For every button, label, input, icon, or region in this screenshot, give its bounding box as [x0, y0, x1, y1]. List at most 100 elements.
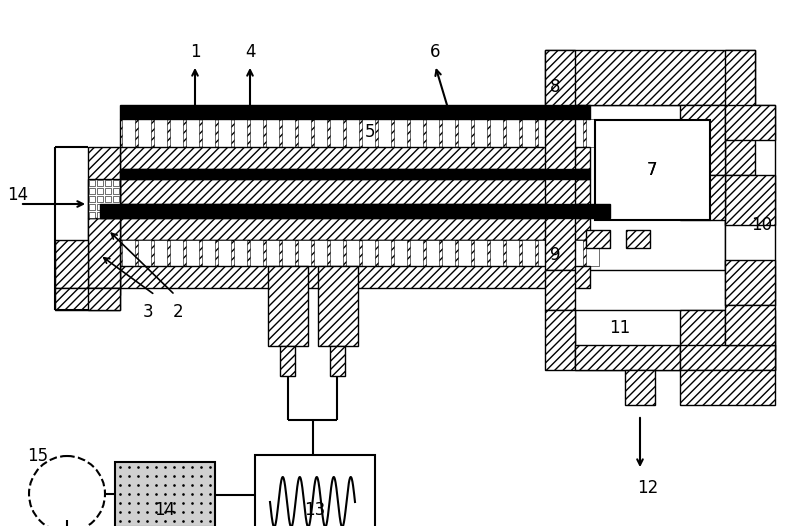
Bar: [625, 370, 655, 405]
Bar: [88, 147, 120, 295]
Bar: [426, 240, 439, 266]
Bar: [97, 204, 103, 210]
Bar: [89, 180, 95, 186]
Bar: [97, 212, 103, 218]
Bar: [394, 119, 407, 147]
Bar: [626, 230, 650, 248]
Bar: [474, 119, 487, 147]
Bar: [318, 266, 358, 346]
Bar: [170, 240, 183, 266]
Bar: [575, 105, 725, 270]
Bar: [154, 240, 167, 266]
Bar: [725, 105, 775, 305]
Bar: [680, 310, 725, 370]
Bar: [725, 175, 775, 225]
Bar: [113, 212, 119, 218]
Bar: [186, 119, 199, 147]
Bar: [120, 266, 590, 288]
Bar: [570, 240, 583, 266]
Bar: [120, 169, 590, 179]
Bar: [105, 180, 111, 186]
Bar: [250, 119, 263, 147]
Bar: [55, 288, 120, 310]
Text: 3: 3: [142, 303, 154, 321]
Bar: [680, 175, 725, 220]
Bar: [394, 240, 407, 266]
Bar: [138, 240, 151, 266]
Bar: [202, 119, 215, 147]
Bar: [122, 240, 135, 266]
Bar: [426, 119, 439, 147]
Bar: [362, 240, 375, 266]
Bar: [725, 50, 755, 175]
Bar: [105, 212, 111, 218]
Bar: [298, 119, 311, 147]
Bar: [314, 240, 327, 266]
Text: 5: 5: [365, 123, 375, 141]
Bar: [378, 240, 391, 266]
Text: 4: 4: [245, 43, 255, 61]
Bar: [234, 119, 247, 147]
Bar: [88, 179, 120, 218]
Bar: [55, 240, 88, 288]
Bar: [595, 120, 710, 220]
Bar: [538, 240, 551, 266]
Text: 1: 1: [190, 43, 200, 61]
Bar: [88, 218, 120, 288]
Bar: [575, 345, 775, 370]
Bar: [120, 105, 590, 119]
Bar: [280, 346, 295, 376]
Bar: [120, 179, 590, 204]
Bar: [154, 119, 167, 147]
Bar: [458, 240, 471, 266]
Bar: [120, 147, 590, 169]
Bar: [522, 240, 535, 266]
Bar: [586, 240, 599, 266]
Bar: [218, 119, 231, 147]
Bar: [522, 119, 535, 147]
Text: 11: 11: [610, 319, 630, 337]
Bar: [545, 270, 575, 310]
Bar: [89, 212, 95, 218]
Bar: [346, 240, 359, 266]
Bar: [725, 105, 775, 140]
Bar: [680, 345, 775, 370]
Bar: [115, 462, 215, 526]
Text: 7: 7: [646, 161, 658, 179]
Bar: [586, 230, 610, 248]
Bar: [88, 288, 120, 310]
Bar: [202, 240, 215, 266]
Bar: [89, 188, 95, 194]
Bar: [105, 204, 111, 210]
Text: 9: 9: [550, 246, 560, 264]
Bar: [554, 119, 567, 147]
Text: 15: 15: [27, 447, 49, 465]
Bar: [282, 119, 295, 147]
Bar: [680, 105, 725, 175]
Bar: [545, 50, 755, 105]
Bar: [120, 240, 590, 266]
Bar: [268, 266, 308, 346]
Bar: [442, 119, 455, 147]
Bar: [570, 119, 583, 147]
Text: 13: 13: [304, 501, 326, 519]
Bar: [97, 180, 103, 186]
Bar: [138, 119, 151, 147]
Bar: [378, 119, 391, 147]
Bar: [89, 196, 95, 202]
Bar: [113, 188, 119, 194]
Bar: [506, 240, 519, 266]
Bar: [186, 240, 199, 266]
Bar: [314, 119, 327, 147]
Bar: [97, 188, 103, 194]
Text: 12: 12: [638, 479, 658, 497]
Bar: [490, 119, 503, 147]
Bar: [120, 119, 590, 147]
Bar: [680, 370, 775, 405]
Bar: [545, 310, 575, 370]
Bar: [234, 240, 247, 266]
Bar: [120, 218, 590, 240]
Bar: [554, 240, 567, 266]
Text: 10: 10: [751, 216, 773, 234]
Bar: [330, 119, 343, 147]
